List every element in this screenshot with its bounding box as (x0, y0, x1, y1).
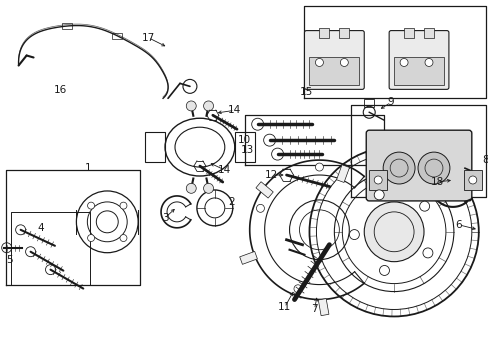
Bar (336, 165, 349, 183)
FancyBboxPatch shape (366, 130, 471, 201)
Circle shape (379, 265, 388, 275)
Text: 8: 8 (482, 155, 488, 165)
Circle shape (468, 176, 476, 184)
Bar (112, 33, 122, 39)
Circle shape (399, 58, 407, 67)
Text: 1: 1 (85, 163, 91, 173)
Circle shape (120, 235, 127, 242)
Text: 17: 17 (141, 32, 154, 42)
Bar (368, 170, 386, 190)
Bar (339, 28, 348, 37)
Circle shape (186, 101, 196, 111)
Bar (255, 182, 273, 198)
Circle shape (383, 152, 414, 184)
Text: 14: 14 (218, 165, 231, 175)
Circle shape (349, 230, 359, 239)
Circle shape (315, 163, 323, 171)
Circle shape (419, 201, 429, 211)
Text: 15: 15 (299, 87, 312, 97)
Text: 5: 5 (6, 255, 13, 265)
Bar (463, 170, 481, 190)
Text: 3: 3 (162, 213, 168, 223)
Text: 4: 4 (37, 223, 44, 233)
Text: 9: 9 (387, 97, 394, 107)
Bar (61, 23, 72, 29)
Bar (423, 28, 433, 37)
Bar (309, 58, 359, 85)
FancyBboxPatch shape (388, 31, 448, 89)
Circle shape (203, 101, 213, 111)
Text: 13: 13 (241, 145, 254, 155)
Circle shape (417, 152, 449, 184)
Text: 12: 12 (264, 170, 278, 180)
Circle shape (340, 58, 347, 67)
Bar (393, 58, 443, 85)
Circle shape (293, 285, 301, 293)
Circle shape (256, 204, 264, 212)
Bar (239, 251, 257, 264)
Circle shape (315, 58, 323, 67)
Text: 11: 11 (277, 302, 290, 312)
Circle shape (186, 183, 196, 193)
Circle shape (87, 202, 94, 209)
Text: 7: 7 (310, 305, 317, 315)
Text: 18: 18 (429, 177, 443, 187)
Text: 2: 2 (228, 197, 235, 207)
FancyBboxPatch shape (304, 31, 364, 89)
Bar (364, 99, 373, 107)
Bar (403, 28, 413, 37)
Circle shape (87, 235, 94, 242)
Text: 6: 6 (455, 220, 461, 230)
Text: 10: 10 (238, 135, 251, 145)
Circle shape (422, 248, 432, 258)
Circle shape (203, 183, 213, 193)
Bar (319, 28, 329, 37)
Circle shape (364, 202, 423, 262)
Text: 14: 14 (228, 105, 241, 115)
Circle shape (120, 202, 127, 209)
Circle shape (373, 176, 382, 184)
Text: 16: 16 (54, 85, 67, 95)
Bar (318, 298, 328, 316)
Circle shape (424, 58, 432, 67)
Circle shape (373, 190, 384, 200)
